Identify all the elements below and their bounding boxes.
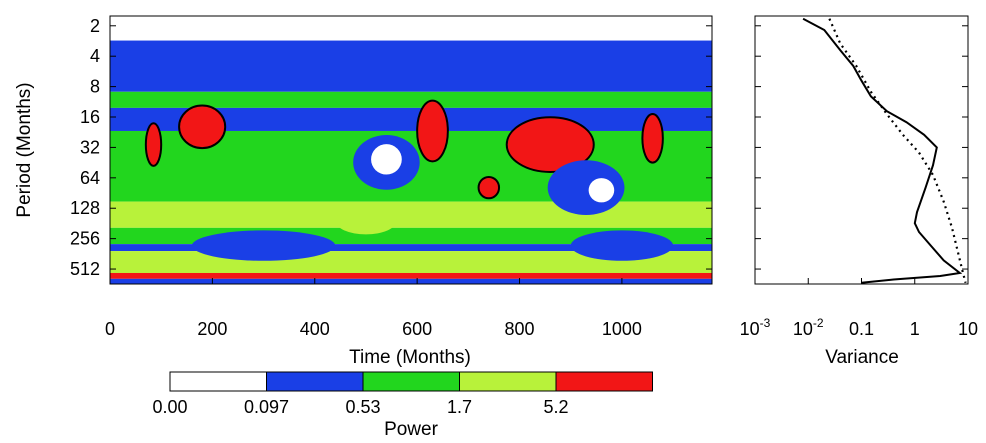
power-region bbox=[588, 178, 615, 203]
significance-line bbox=[828, 18, 967, 284]
power-colorbar: 0.00 0.097 0.53 1.7 5.2 bbox=[152, 371, 653, 417]
power-region bbox=[144, 122, 163, 167]
power-band bbox=[110, 201, 712, 228]
x-tick-label: 200 bbox=[197, 319, 227, 339]
global-variance-panel: 10-3 10-2 0.1 1 10 bbox=[740, 15, 978, 339]
power-region bbox=[416, 99, 449, 163]
variance-x-tick-label: 0.1 bbox=[849, 319, 874, 339]
colorbar-tick-label: 0.00 bbox=[152, 397, 187, 417]
power-region bbox=[191, 230, 336, 261]
colorbar-tick-label: 1.7 bbox=[447, 397, 472, 417]
power-band bbox=[110, 40, 712, 92]
y-tick-label: 128 bbox=[70, 198, 100, 218]
power-band bbox=[110, 244, 712, 252]
x-tick-label: 400 bbox=[300, 319, 330, 339]
x-axis-title: Time (Months) bbox=[349, 347, 471, 368]
wavelet-power-heatmap bbox=[110, 16, 712, 284]
y-tick-label: 512 bbox=[70, 259, 100, 279]
power-band bbox=[110, 278, 712, 284]
global-spectrum-line bbox=[802, 17, 963, 284]
power-band bbox=[110, 91, 712, 108]
variance-x-tick-label: 10-2 bbox=[793, 316, 824, 339]
colorbar-swatch bbox=[362, 371, 460, 392]
y-tick-label: 32 bbox=[80, 137, 100, 157]
tick-exponent: -3 bbox=[760, 316, 771, 330]
power-region bbox=[477, 175, 501, 200]
y-axis-title: Period (Months) bbox=[14, 82, 35, 217]
colorbar-swatch bbox=[555, 371, 653, 392]
tick-exponent: -2 bbox=[813, 316, 824, 330]
y-tick-label: 2 bbox=[90, 16, 100, 36]
x-tick-label: 800 bbox=[505, 319, 535, 339]
power-region bbox=[335, 206, 397, 235]
power-region bbox=[570, 230, 674, 261]
colorbar-tick-label: 0.097 bbox=[244, 397, 289, 417]
variance-x-tick-label: 1 bbox=[910, 319, 920, 339]
y-tick-label: 16 bbox=[80, 107, 100, 127]
y-tick-label: 8 bbox=[90, 77, 100, 97]
colorbar-swatch bbox=[169, 371, 267, 392]
y-tick-label: 4 bbox=[90, 46, 100, 66]
power-region bbox=[371, 144, 402, 175]
colorbar-tick-label: 5.2 bbox=[543, 397, 568, 417]
x-tick-label: 0 bbox=[105, 319, 115, 339]
colorbar-swatch bbox=[459, 371, 557, 392]
x-tick-label: 1000 bbox=[602, 319, 642, 339]
colorbar-title: Power bbox=[384, 419, 439, 440]
power-region bbox=[641, 112, 664, 164]
variance-axis-title: Variance bbox=[825, 347, 899, 368]
variance-x-tick-label: 10 bbox=[958, 319, 978, 339]
heatmap-axes: 0 200 400 600 800 1000 2 4 8 16 32 64 128 256 512 bbox=[70, 15, 713, 339]
power-region bbox=[505, 116, 595, 173]
y-tick-label: 64 bbox=[80, 168, 100, 188]
y-tick-label: 256 bbox=[70, 229, 100, 249]
power-band bbox=[110, 16, 712, 41]
x-tick-label: 600 bbox=[402, 319, 432, 339]
power-band bbox=[110, 272, 712, 279]
colorbar-tick-label: 0.53 bbox=[345, 397, 380, 417]
power-region bbox=[178, 104, 227, 150]
colorbar-swatch bbox=[266, 371, 364, 392]
variance-x-tick-label: 10-3 bbox=[740, 316, 771, 339]
heatmap-frame bbox=[109, 15, 713, 285]
